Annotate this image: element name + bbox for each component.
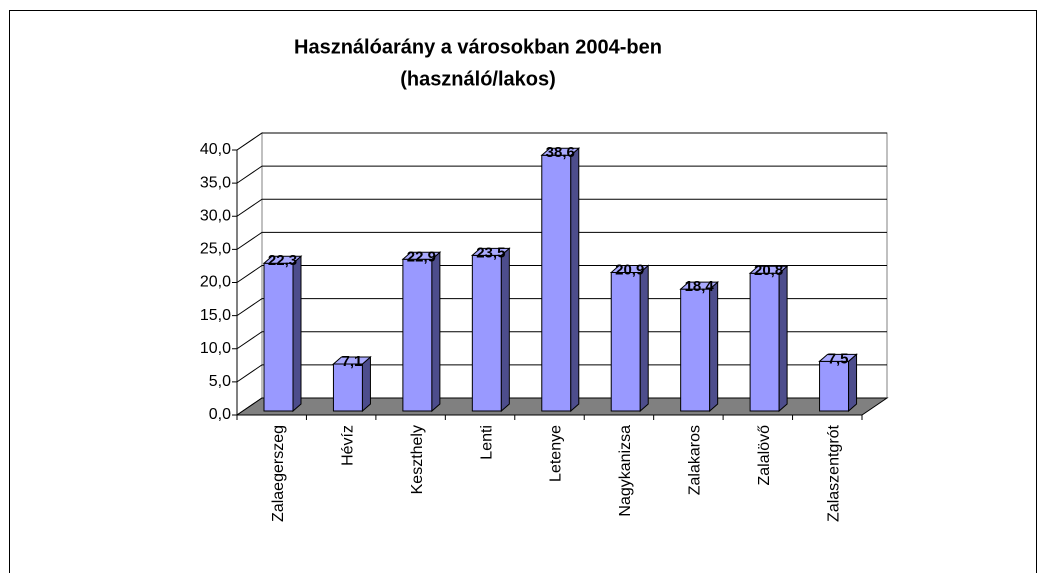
bar-front [610,272,641,412]
bar [748,265,789,413]
bar [262,255,303,413]
bar-front [819,360,850,412]
bar-side [778,265,788,413]
x-tick-label: Nagykanizsa [617,425,634,517]
bar-side [570,147,580,413]
y-tick-label: 0,0 [209,406,231,423]
bar-front [471,254,502,412]
x-tick-label: Keszthely [409,425,426,494]
value-label: 20,8 [754,262,783,279]
bar-front [263,262,294,412]
x-tick-label: Zalalövő [756,425,773,486]
chart-frame [9,10,1037,573]
bar-top [540,147,581,156]
bar-top [262,255,303,264]
value-label: 20,9 [615,262,644,279]
bar [540,147,581,413]
bar-front [541,154,572,412]
bar-side [500,247,510,413]
x-tick-label: Zalaegerszeg [270,425,287,522]
x-tick-label: Hévíz [339,425,356,466]
grid-line [236,231,887,250]
bar-side [292,255,302,413]
bar-front [402,258,433,412]
y-tick-label: 30,0 [200,207,231,224]
chart-subtitle: (használó/lakos) [400,68,556,90]
grid-line [236,364,887,383]
value-label: 38,6 [546,144,575,161]
x-tick-label: Lenti [478,425,495,460]
bar-side [431,251,441,413]
bar-top [471,247,511,256]
value-label: 7,5 [828,350,849,367]
y-tick-label: 15,0 [200,307,231,324]
bar-top [748,265,789,274]
bar-front [332,363,363,412]
bar-top [332,356,372,365]
y-tick-label: 20,0 [200,274,231,291]
bar-top [401,251,442,260]
y-tick-label: 5,0 [209,373,231,390]
bar-top [609,265,650,274]
value-label: 7,1 [342,353,363,370]
bar [401,251,442,413]
x-tick-label: Zalaszentgrót [825,424,842,521]
value-label: 18,4 [685,278,715,295]
grid-line [236,265,887,283]
grid-line [236,331,887,350]
value-label: 22,3 [268,252,297,269]
bar-top [818,353,858,362]
grid-line [236,165,887,184]
bar-top [679,281,719,290]
grid-line [236,298,887,317]
grid-line [236,132,887,151]
bar-side [709,280,719,413]
chart-title: Használóarány a városokban 2004-ben [294,36,662,58]
bar-side [361,355,371,413]
bar-side [639,264,649,413]
bar [818,353,858,413]
bar [609,264,650,413]
bar [679,280,719,413]
y-tick-label: 25,0 [200,241,231,258]
value-label: 23,5 [476,244,505,261]
value-label: 22,9 [407,248,436,265]
y-tick-label: 40,0 [200,141,231,158]
x-tick-label: Letenye [548,425,565,482]
bar [471,247,511,413]
bar-front [749,272,780,412]
bar-side [848,353,858,413]
y-tick-label: 35,0 [200,174,231,191]
bar-front [680,288,711,412]
y-tick-label: 10,0 [200,340,231,357]
x-tick-label: Zalakaros [687,425,704,495]
grid-line [236,198,887,217]
bar [332,355,372,413]
